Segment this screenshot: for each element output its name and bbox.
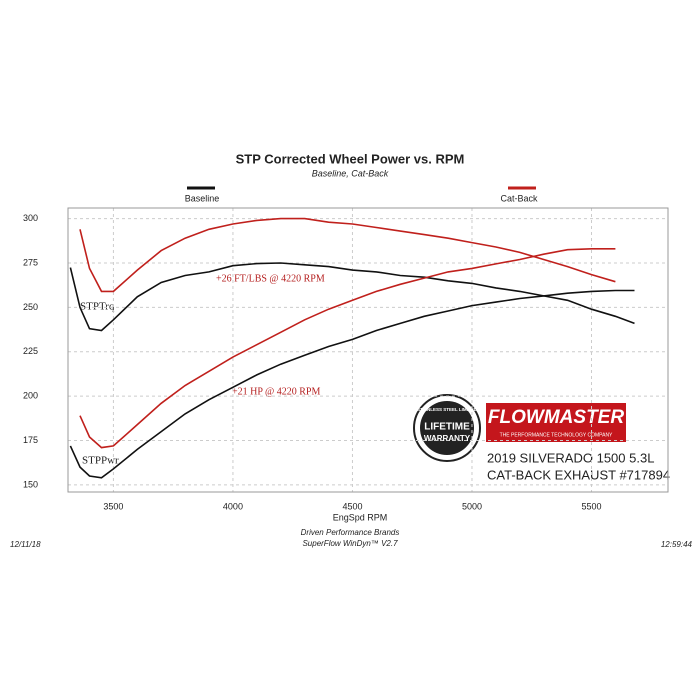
annotation: +26 FT/LBS @ 4220 RPM — [216, 273, 325, 284]
y-tick-label: 300 — [23, 213, 38, 223]
series-line — [69, 289, 635, 479]
logo-brand: FLOWMASTER — [488, 407, 624, 428]
y-tick-label: 275 — [23, 257, 38, 267]
y-tick-label: 200 — [23, 391, 38, 401]
badge: STAINLESS STEEL LIMITED LIFETIME WARRANT… — [413, 394, 481, 462]
footer-company: Driven Performance Brands — [301, 528, 400, 537]
x-axis-label: EngSpd RPM — [333, 512, 388, 522]
annotation: +21 HP @ 4220 RPM — [232, 386, 320, 397]
plot-frame — [67, 207, 669, 493]
y-tick-label: 225 — [23, 346, 38, 356]
legend-label: Baseline — [185, 193, 220, 203]
series-line — [69, 262, 635, 332]
vehicle-text: CAT-BACK EXHAUST #717894 — [487, 467, 670, 482]
chart-subtitle: Baseline, Cat-Back — [312, 168, 389, 178]
curve-label: STPTrq — [80, 301, 115, 313]
footer-time: 12:59:44 — [661, 540, 693, 549]
x-tick-label: 5500 — [581, 501, 601, 511]
footer-software: SuperFlow WinDyn™ V2.7 — [302, 539, 398, 548]
vehicle-text: 2019 SILVERADO 1500 5.3L — [487, 450, 654, 465]
badge-text: LIFETIME — [424, 422, 470, 433]
legend-label: Cat-Back — [500, 193, 538, 203]
y-tick-label: 250 — [23, 302, 38, 312]
curve-label: STPPwr — [82, 455, 119, 467]
x-tick-label: 5000 — [462, 501, 482, 511]
logo-tagline: THE PERFORMANCE TECHNOLOGY COMPANY — [500, 432, 613, 438]
badge-text: STAINLESS STEEL LIMITED — [417, 407, 478, 412]
chart-title: STP Corrected Wheel Power vs. RPM — [236, 151, 465, 166]
x-tick-label: 3500 — [103, 501, 123, 511]
x-tick-label: 4500 — [342, 501, 362, 511]
badge-core — [420, 401, 474, 455]
badge-text: WARRANTY — [424, 434, 471, 443]
footer-date: 12/11/18 — [10, 540, 41, 549]
logo: FLOWMASTER THE PERFORMANCE TECHNOLOGY CO… — [486, 403, 626, 442]
y-tick-label: 175 — [23, 435, 38, 445]
x-tick-label: 4000 — [223, 501, 243, 511]
y-tick-label: 150 — [23, 479, 38, 489]
logo-box — [486, 403, 626, 442]
